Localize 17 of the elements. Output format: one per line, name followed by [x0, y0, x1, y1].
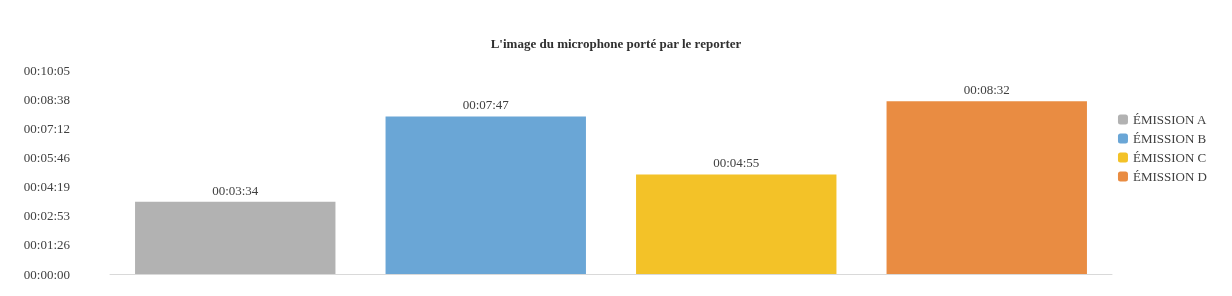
data-label: 00:08:32 — [963, 82, 1010, 98]
y-tick-label: 00:02:53 — [23, 208, 70, 224]
y-tick-label: 00:04:19 — [23, 179, 70, 195]
y-tick-label: 00:00:00 — [23, 266, 70, 282]
legend-label: ÉMISSION C — [1132, 150, 1207, 165]
y-tick-label: 00:08:38 — [23, 91, 70, 107]
legend-label: ÉMISSION B — [1132, 131, 1207, 146]
data-label: 00:07:47 — [462, 97, 510, 113]
data-label: 00:04:55 — [713, 155, 760, 171]
legend-label: ÉMISSION A — [1132, 112, 1207, 127]
data-label: 00:03:34 — [212, 182, 259, 198]
y-tick-label: 00:01:26 — [23, 237, 71, 253]
chart-title: L'image du microphone porté par le reporter — [490, 36, 742, 51]
y-tick-label: 00:05:46 — [23, 149, 71, 165]
y-tick-label: 00:10:05 — [23, 62, 70, 78]
y-tick-label: 00:07:12 — [23, 120, 70, 136]
legend-label: ÉMISSION D — [1132, 169, 1208, 184]
